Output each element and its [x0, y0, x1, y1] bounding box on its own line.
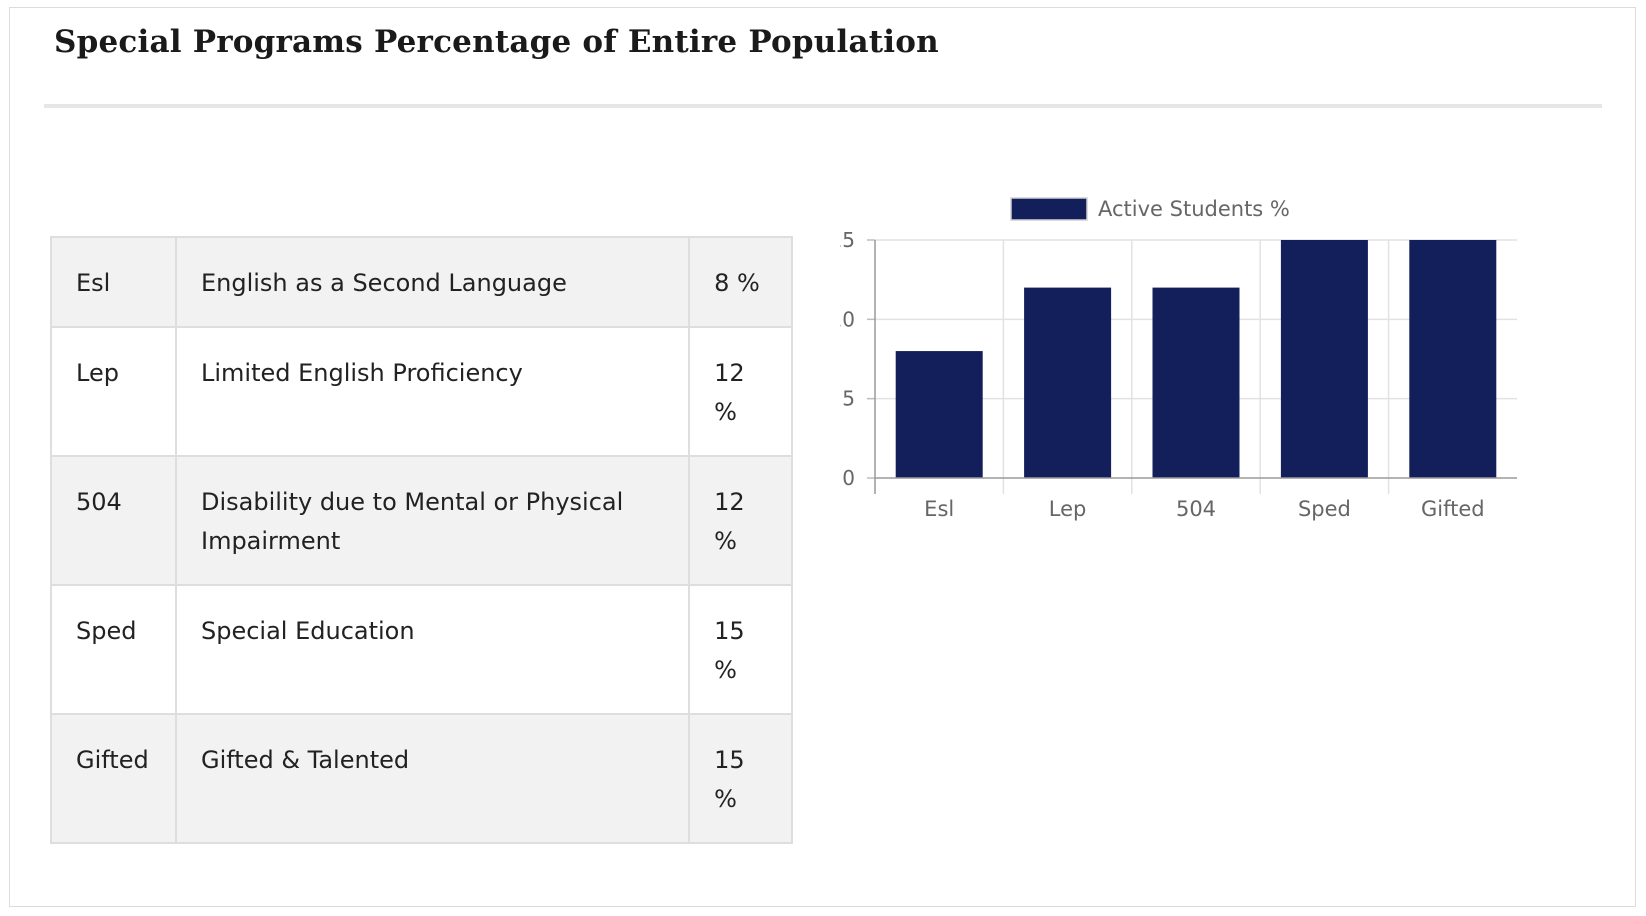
x-tick-label: Lep	[1049, 497, 1087, 521]
x-tick-label: Esl	[924, 497, 954, 521]
x-tick-label: Sped	[1298, 497, 1351, 521]
program-code: Sped	[50, 584, 177, 715]
bar	[1024, 287, 1112, 478]
program-percent: 12 %	[688, 455, 793, 586]
program-code: Esl	[50, 236, 177, 328]
bar	[1409, 240, 1497, 478]
x-tick-label: Gifted	[1421, 497, 1485, 521]
program-description: Disability due to Mental or Physical Imp…	[174, 455, 691, 586]
y-tick-label: 5	[842, 387, 855, 411]
bar	[1280, 240, 1368, 478]
bar	[895, 351, 983, 478]
y-tick-label: 15	[840, 228, 855, 252]
table-row: Lep Limited English Proficiency 12 %	[50, 326, 793, 457]
page-title: Special Programs Percentage of Entire Po…	[54, 24, 939, 60]
title-divider	[44, 104, 1602, 108]
program-description: Limited English Proficiency	[174, 326, 691, 457]
chart-bars	[895, 240, 1497, 478]
legend-label: Active Students %	[1098, 197, 1290, 221]
table-row: 504 Disability due to Mental or Physical…	[50, 455, 793, 586]
program-code: Gifted	[50, 713, 177, 844]
bar-chart: 0 5 10 15 Esl Lep 504 Sped Gifted Active Student…	[840, 197, 1517, 521]
table-row: Esl English as a Second Language 8 %	[50, 236, 793, 328]
y-tick-label: 0	[842, 466, 855, 490]
legend-swatch	[1010, 197, 1088, 221]
program-description: Special Education	[174, 584, 691, 715]
chart-axes: 0 5 10 15 Esl Lep 504 Sped Gifted	[840, 228, 1517, 521]
program-percent: 12 %	[688, 326, 793, 457]
program-code: Lep	[50, 326, 177, 457]
program-description: Gifted & Talented	[174, 713, 691, 844]
program-percent: 15 %	[688, 584, 793, 715]
program-percent: 15 %	[688, 713, 793, 844]
y-tick-label: 10	[840, 307, 855, 331]
bar	[1152, 287, 1240, 478]
x-tick-label: 504	[1176, 497, 1216, 521]
program-code: 504	[50, 455, 177, 586]
chart-legend[interactable]: Active Students %	[1010, 197, 1290, 221]
programs-table: Esl English as a Second Language 8 % Lep…	[50, 236, 793, 844]
table-row: Sped Special Education 15 %	[50, 584, 793, 715]
program-description: English as a Second Language	[174, 236, 691, 328]
program-percent: 8 %	[688, 236, 793, 328]
table-row: Gifted Gifted & Talented 15 %	[50, 713, 793, 844]
